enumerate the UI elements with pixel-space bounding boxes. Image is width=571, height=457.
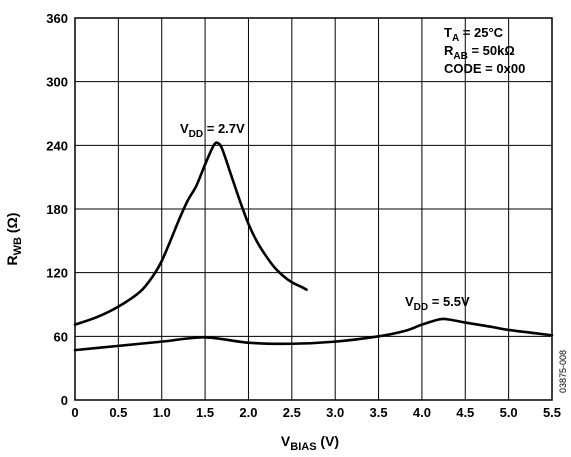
x-tick-label: 4.5 [456,405,474,420]
y-tick-label: 240 [46,138,68,153]
condition-resistance: RAB = 50kΩ [444,43,515,62]
y-tick-label: 300 [46,75,68,90]
x-tick-label: 5.5 [543,405,561,420]
x-tick-label: 4.0 [413,405,431,420]
y-tick-label: 180 [46,202,68,217]
x-tick-label: 5.0 [500,405,518,420]
x-axis-label: VBIAS (V) [281,433,339,453]
x-tick-label: 0.5 [109,405,127,420]
y-tick-label: 360 [46,11,68,26]
x-tick-label: 2.0 [239,405,257,420]
plot-frame [74,17,553,401]
y-axis-label: RWB (Ω) [4,213,24,266]
conditions-box: TA = 25°C RAB = 50kΩ CODE = 0x00 [444,25,525,76]
x-tick-label: 3.5 [370,405,388,420]
series-lines [73,141,554,352]
condition-temperature: TA = 25°C [444,25,504,44]
x-tick-label: 1.0 [153,405,171,420]
series-label-vdd-2-7v: VDD = 2.7V [180,121,245,140]
series-line-vdd-5-5v [73,317,554,352]
x-tick-label: 3.0 [326,405,344,420]
series-label-vdd-5-5v: VDD = 5.5V [405,294,470,313]
series-line-vdd-2-7v [73,141,308,326]
condition-code: CODE = 0x00 [444,61,525,76]
x-tick-labels: 0 0.5 1.0 1.5 2.0 2.5 3.0 3.5 4.0 4.5 5.0 5.5 [71,405,561,420]
figure-number: 03875-008 [558,350,568,393]
y-tick-labels: 0 60 120 180 240 300 360 [46,11,68,408]
x-tick-label: 2.5 [283,405,301,420]
y-tick-label: 120 [46,266,68,281]
x-tick-label: 0 [71,405,78,420]
y-tick-label: 60 [54,329,68,344]
x-tick-label: 1.5 [196,405,214,420]
y-tick-label: 0 [61,393,68,408]
